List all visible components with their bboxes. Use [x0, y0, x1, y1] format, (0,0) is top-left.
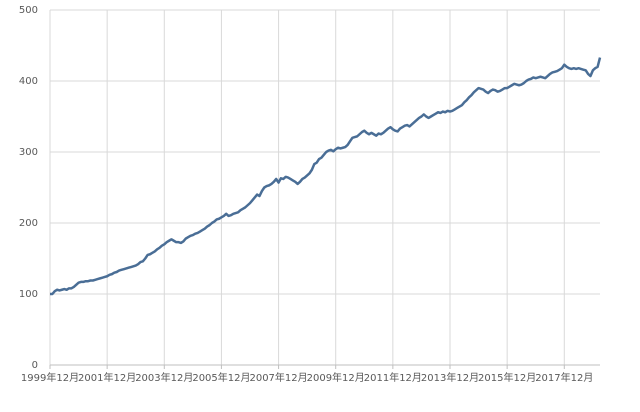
y-tick-label: 0 — [32, 360, 38, 371]
x-tick-label: 2015年12月 — [478, 371, 536, 384]
y-tick-label: 300 — [19, 147, 38, 158]
x-tick-label: 2003年12月 — [135, 371, 193, 384]
y-tick-label: 500 — [19, 5, 38, 16]
y-tick-label: 200 — [19, 218, 38, 229]
data-line — [50, 57, 602, 296]
x-tick-label: 2005年12月 — [192, 371, 250, 384]
x-tick-label: 2001年12月 — [78, 371, 136, 384]
y-tick-label: 100 — [19, 289, 38, 300]
x-tick-label: 2007年12月 — [249, 371, 307, 384]
x-tick-label: 2017年12月 — [535, 371, 593, 384]
x-tick-label: 2009年12月 — [307, 371, 365, 384]
y-tick-label: 400 — [19, 76, 38, 87]
x-tick-label: 2013年12月 — [421, 371, 479, 384]
x-tick-label: 2011年12月 — [364, 371, 422, 384]
x-tick-label: 1999年12月 — [21, 371, 79, 384]
